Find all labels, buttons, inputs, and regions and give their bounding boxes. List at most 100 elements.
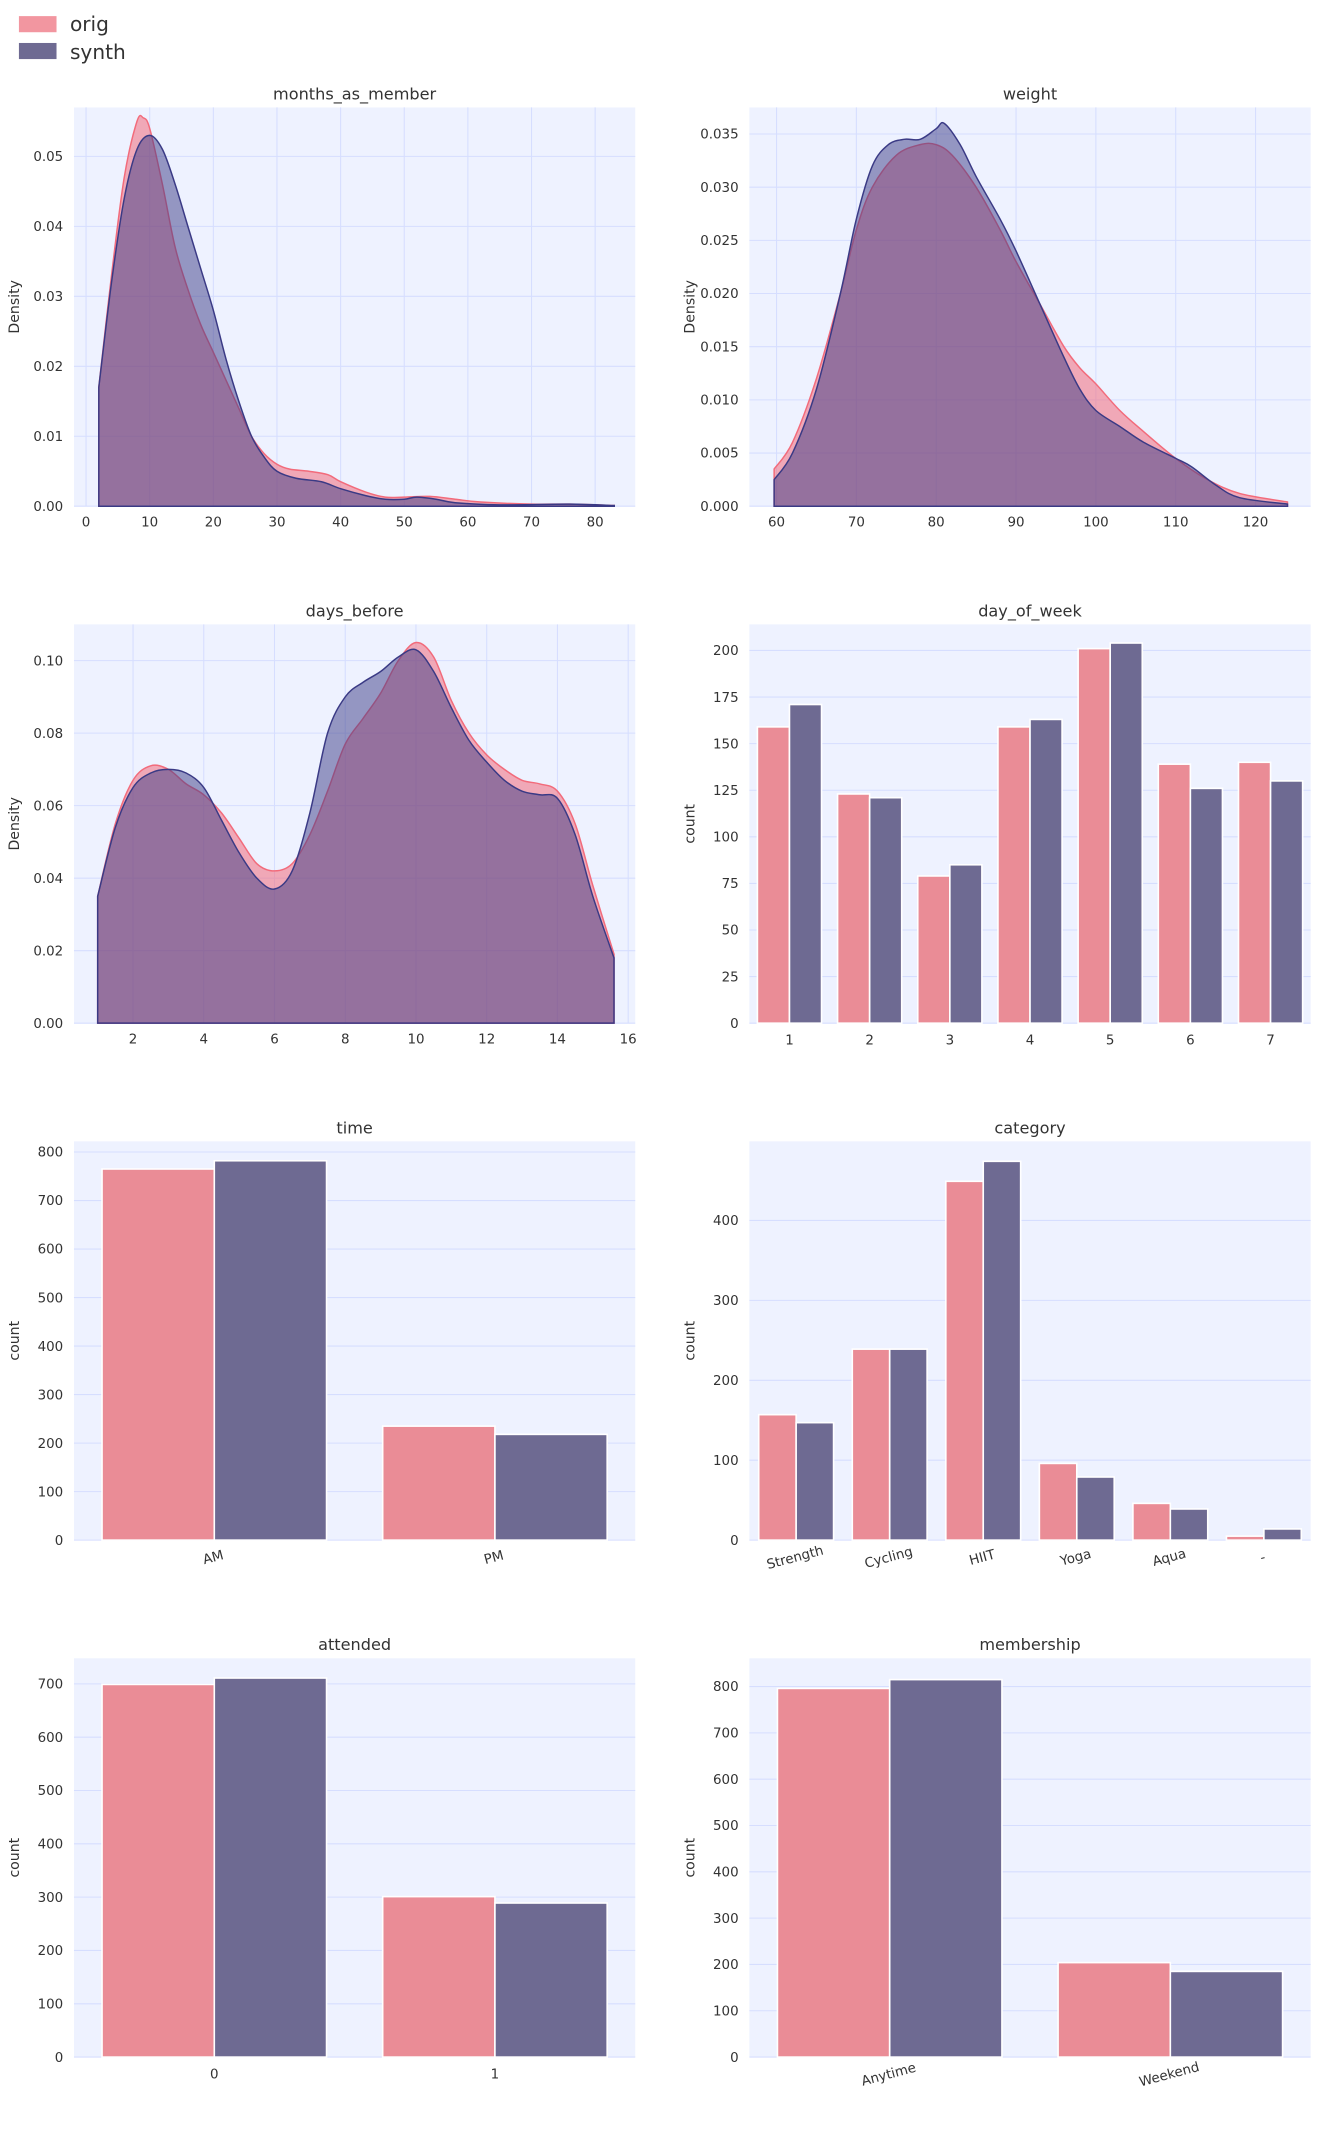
x-tick-label: 20 xyxy=(205,515,222,530)
y-tick-label: 500 xyxy=(713,1819,739,1834)
x-tick-label: 80 xyxy=(928,515,945,530)
y-axis-label: Density xyxy=(7,797,23,851)
x-tick-label: 2 xyxy=(129,1032,138,1047)
kde-area-synth xyxy=(96,648,615,1024)
bar-synth-7 xyxy=(1269,780,1304,1024)
kde-area-synth xyxy=(98,134,615,507)
x-tick-label: 1 xyxy=(491,2068,500,2083)
y-tick-label: 0.10 xyxy=(33,654,63,669)
chart-title: months_as_member xyxy=(273,84,436,104)
y-tick-label: 500 xyxy=(38,1291,64,1306)
y-tick-label: 200 xyxy=(38,1437,64,1452)
x-tick-label: 4 xyxy=(200,1032,209,1047)
y-tick-label: 0.05 xyxy=(33,150,63,165)
y-tick-label: 25 xyxy=(722,970,739,985)
y-tick-label: 0.02 xyxy=(33,944,63,959)
bar-orig-3 xyxy=(916,875,951,1024)
y-tick-label: 0.035 xyxy=(700,128,738,143)
chart-days_before: days_before Density 0.00 0.02 0.04 0.06 0.08 0.… xyxy=(7,601,637,1047)
y-tick-label: 200 xyxy=(713,1374,739,1389)
y-tick-label: 200 xyxy=(713,1958,739,1973)
y-tick-label: 100 xyxy=(38,1485,64,1500)
y-axis-label: count xyxy=(682,1837,698,1877)
bar-orig-Cycling xyxy=(851,1348,891,1541)
x-tick-label: 0 xyxy=(210,2068,219,2083)
y-tick-label: 0 xyxy=(730,2051,739,2066)
y-tick-label: 600 xyxy=(38,1243,64,1258)
x-tick-label: 10 xyxy=(141,515,158,530)
bar-orig-1 xyxy=(381,1895,496,2058)
bar-orig-1 xyxy=(756,726,791,1024)
chart-title: category xyxy=(994,1118,1066,1137)
x-tick-label: Yoga xyxy=(1058,1547,1093,1570)
y-tick-label: 0.08 xyxy=(33,727,63,742)
y-tick-label: 100 xyxy=(38,1997,64,2012)
x-tick-label: 1 xyxy=(785,1034,794,1049)
y-tick-label: 0.03 xyxy=(33,290,63,305)
bar-synth-Anytime xyxy=(888,1678,1003,2058)
bar-synth-Aqua xyxy=(1169,1508,1209,1541)
y-tick-label: 0.005 xyxy=(700,447,738,462)
y-tick-label: 400 xyxy=(713,1214,739,1229)
y-tick-label: 0.025 xyxy=(700,234,738,249)
bar-orig-7 xyxy=(1237,761,1272,1024)
legend: orig synth xyxy=(18,12,126,64)
chart-title: attended xyxy=(318,1635,391,1654)
y-tick-label: 600 xyxy=(38,1731,64,1746)
y-tick-label: 800 xyxy=(713,1680,739,1695)
x-tick-label: 110 xyxy=(1163,515,1189,530)
y-tick-label: 75 xyxy=(722,877,739,892)
x-tick-label: 60 xyxy=(768,515,785,530)
x-tick-label: 70 xyxy=(523,515,540,530)
bar-orig-HIIT xyxy=(945,1180,985,1541)
x-tick-label: Aqua xyxy=(1151,1547,1188,1570)
y-tick-label: 400 xyxy=(38,1838,64,1853)
bar-synth-Weekend xyxy=(1169,1970,1284,2058)
chart-title: time xyxy=(336,1118,372,1137)
bar-synth-2 xyxy=(868,796,903,1024)
x-tick-label: 7 xyxy=(1266,1034,1275,1049)
x-tick-label: Strength xyxy=(765,1543,825,1573)
y-tick-label: 0.06 xyxy=(33,799,63,814)
bar-synth-PM xyxy=(494,1433,608,1541)
x-tick-label: 16 xyxy=(620,1032,637,1047)
y-tick-label: 700 xyxy=(38,1678,64,1693)
x-tick-label: 40 xyxy=(332,515,349,530)
y-tick-label: 0.015 xyxy=(700,340,738,355)
x-tick-label: 3 xyxy=(946,1034,955,1049)
bar-synth-1 xyxy=(494,1902,608,2058)
x-tick-label: 120 xyxy=(1243,515,1269,530)
y-tick-label: 0 xyxy=(730,1017,739,1032)
x-tick-label: 10 xyxy=(407,1032,424,1047)
y-tick-label: 300 xyxy=(38,1891,64,1906)
x-tick-label: HIIT xyxy=(968,1547,998,1568)
bar-orig-4 xyxy=(997,726,1031,1024)
bar-orig-Yoga xyxy=(1038,1462,1078,1541)
x-tick-label: 80 xyxy=(587,515,604,530)
y-tick-label: 700 xyxy=(38,1194,64,1209)
y-axis-label: count xyxy=(7,1320,23,1360)
x-tick-label: 6 xyxy=(1186,1034,1195,1049)
legend-label-synth: synth xyxy=(70,40,126,64)
legend-swatch-orig xyxy=(18,16,57,33)
bar-orig-- xyxy=(1225,1535,1265,1541)
y-tick-label: 700 xyxy=(713,1727,739,1742)
y-tick-label: 800 xyxy=(38,1146,64,1161)
y-tick-label: 0 xyxy=(730,1534,739,1549)
y-tick-label: 150 xyxy=(713,737,739,752)
y-axis-label: count xyxy=(682,1320,698,1360)
bar-synth-0 xyxy=(213,1677,328,2058)
y-tick-label: 0.000 xyxy=(700,500,738,515)
y-tick-label: 0 xyxy=(55,2051,64,2066)
bar-synth-HIIT xyxy=(982,1160,1022,1541)
chart-months_as_member: months_as_member Density 0.00 0.01 0.02 0.03 0… xyxy=(7,84,636,530)
bar-synth-Yoga xyxy=(1075,1476,1116,1541)
chart-title: membership xyxy=(979,1635,1080,1654)
y-tick-label: 400 xyxy=(713,1866,739,1881)
x-tick-label: - xyxy=(1259,1550,1268,1566)
x-tick-label: 0 xyxy=(82,515,91,530)
y-tick-label: 600 xyxy=(713,1773,739,1788)
y-tick-label: 0.00 xyxy=(33,1017,63,1032)
y-tick-label: 0.020 xyxy=(700,287,738,302)
